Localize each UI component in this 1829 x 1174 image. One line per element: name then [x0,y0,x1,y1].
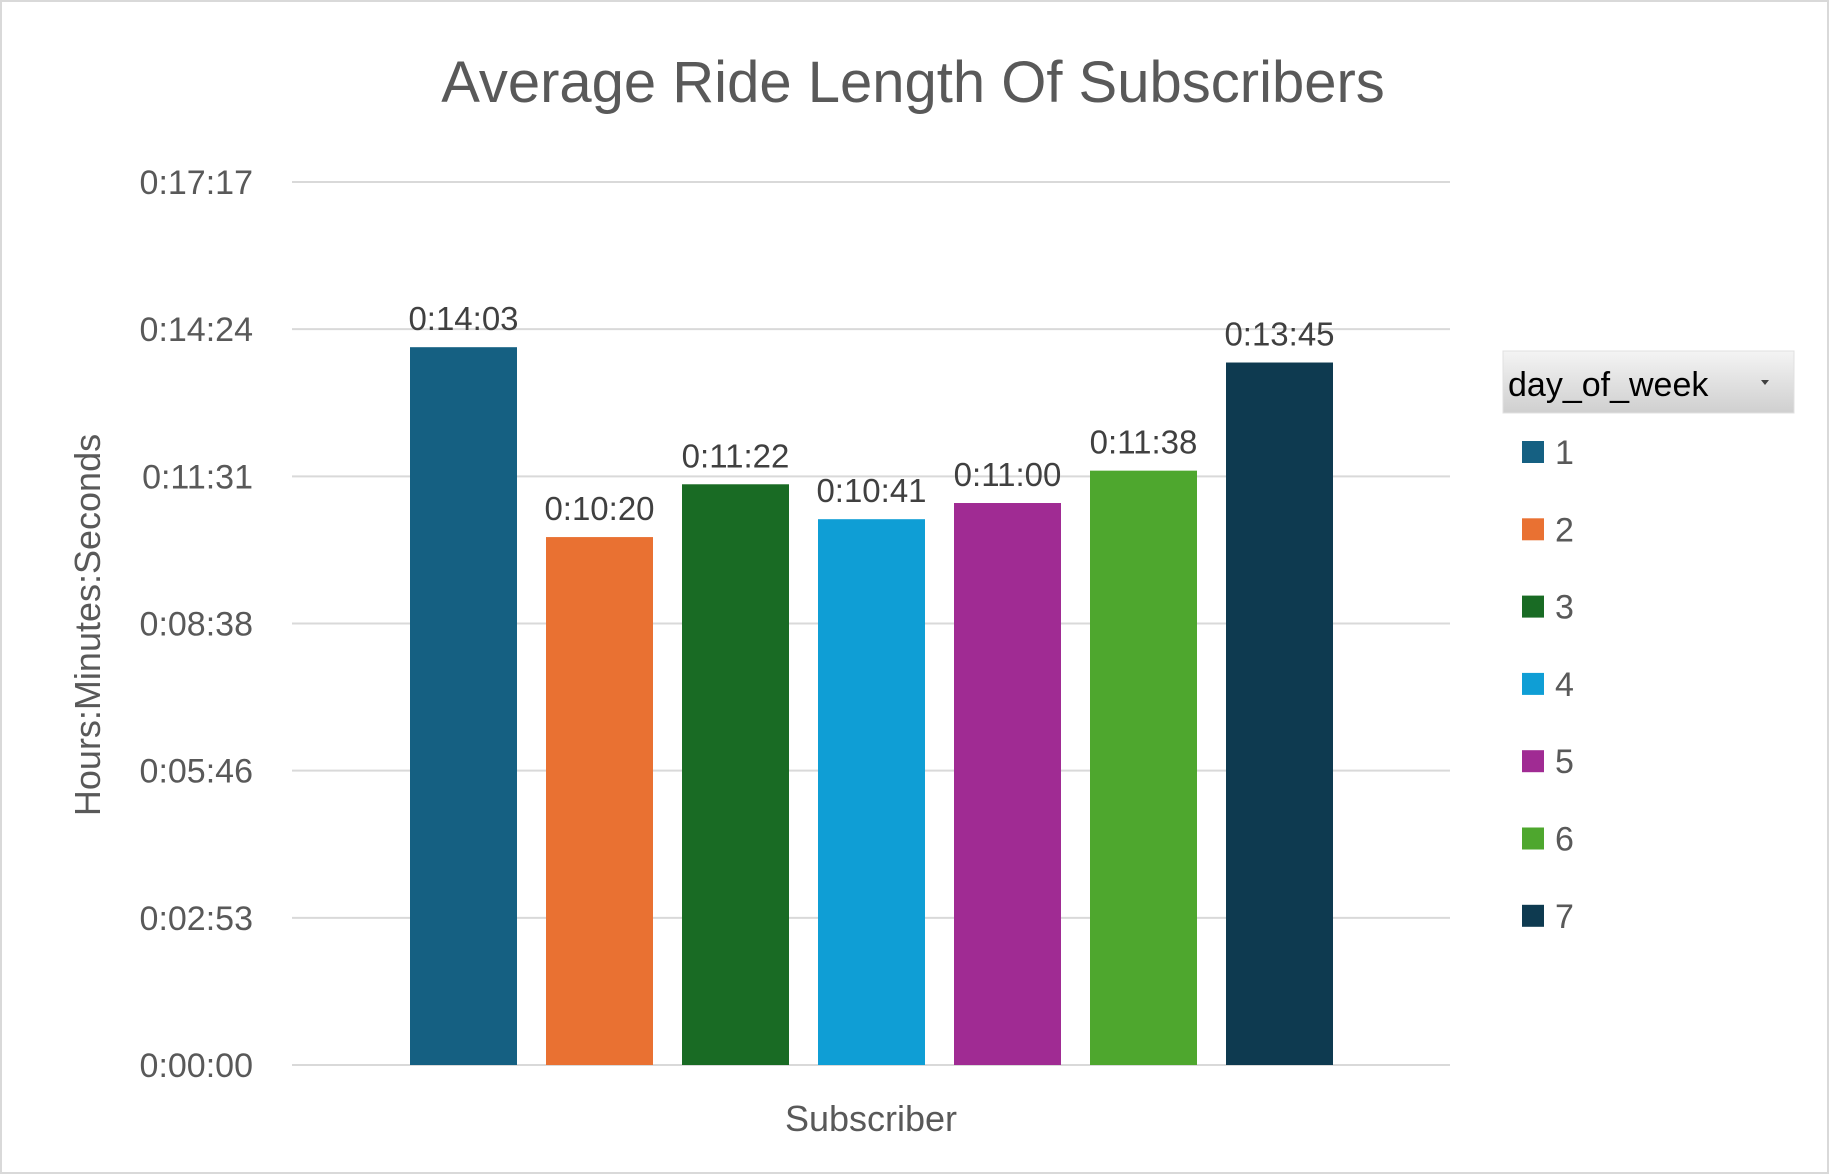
data-label-day-2: 0:10:20 [544,490,654,527]
legend-swatch [1522,595,1544,618]
x-axis-title: Subscriber [785,1098,957,1139]
y-tick-label: 0:17:17 [140,164,253,202]
y-tick-label: 0:14:24 [140,311,253,349]
legend-label: 2 [1555,511,1574,549]
legend-label: 1 [1555,434,1574,472]
legend-label: 6 [1555,821,1574,859]
legend-label: 4 [1555,666,1574,704]
y-tick-label: 0:11:31 [142,458,253,496]
data-labels: 0:14:03 0:10:20 0:11:22 0:10:41 0:11:00 0:11:… [408,300,1334,527]
bar-day-5[interactable] [954,503,1061,1065]
dropdown-arrow-icon[interactable] [1761,380,1769,385]
data-label-day-7: 0:13:45 [1224,316,1334,353]
y-tick-label: 0:00:00 [140,1047,253,1085]
chart-title: Average Ride Length Of Subscribers [441,50,1385,115]
legend-swatch [1522,827,1544,850]
legend-label: 3 [1555,589,1574,627]
bar-day-6[interactable] [1090,470,1197,1065]
y-tick-label: 0:05:46 [140,753,253,791]
bars [410,347,1333,1066]
y-tick-label: 0:08:38 [140,606,253,644]
bar-day-2[interactable] [546,537,653,1065]
data-label-day-6: 0:11:38 [1090,424,1198,461]
bar-day-4[interactable] [818,519,925,1065]
bar-day-7[interactable] [1226,362,1333,1066]
legend-swatch [1522,518,1544,541]
legend-filter-button[interactable]: day_of_week [1502,350,1795,414]
y-tick-label: 0:02:53 [140,900,253,938]
legend-item-1[interactable]: 1 [1522,434,1574,472]
legend-swatch [1522,672,1544,695]
legend-item-2[interactable]: 2 [1522,511,1574,549]
legend-swatch [1522,750,1544,773]
legend: day_of_week 1 2 3 4 5 6 7 [1502,350,1795,936]
bar-day-3[interactable] [682,484,789,1065]
y-axis-title: Hours:Minutes:Seconds [67,434,108,816]
legend-items: 1 2 3 4 5 6 7 [1522,434,1574,936]
legend-item-3[interactable]: 3 [1522,589,1574,627]
data-label-day-1: 0:14:03 [408,300,518,337]
legend-item-4[interactable]: 4 [1522,666,1574,704]
legend-header-background [1502,350,1795,414]
legend-title: day_of_week [1508,366,1709,404]
legend-item-7[interactable]: 7 [1522,898,1574,936]
legend-swatch [1522,904,1544,927]
y-axis-ticks: 0:00:00 0:02:53 0:05:46 0:08:38 0:11:31 0:14:… [140,164,253,1085]
legend-label: 5 [1555,743,1574,781]
data-label-day-3: 0:11:22 [682,437,790,474]
legend-label: 7 [1555,898,1574,936]
bar-day-1[interactable] [410,347,517,1066]
legend-swatch [1522,441,1544,463]
legend-item-5[interactable]: 5 [1522,743,1574,781]
legend-item-6[interactable]: 6 [1522,821,1574,859]
data-label-day-5: 0:11:00 [954,456,1062,493]
data-label-day-4: 0:10:41 [816,472,926,509]
